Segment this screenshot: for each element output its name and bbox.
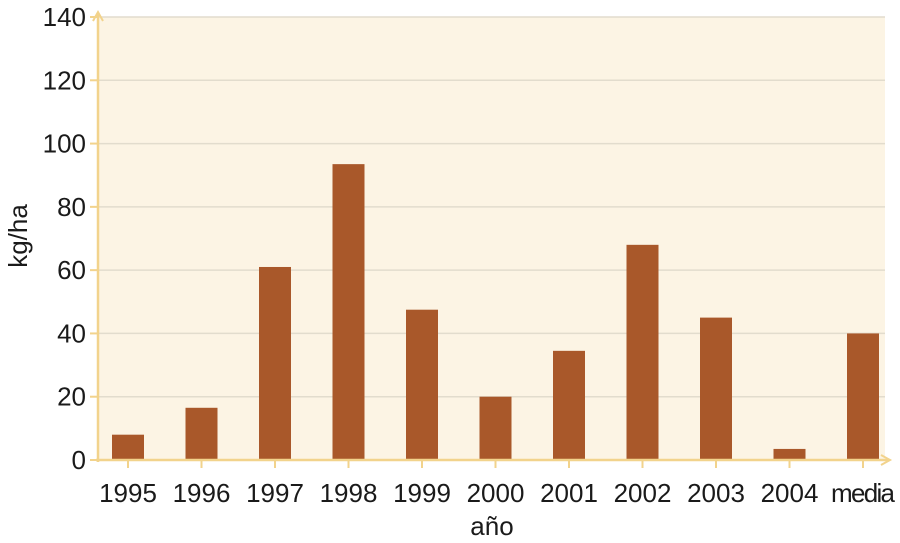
bar-2004 <box>773 448 806 460</box>
x-tick-label: 2002 <box>614 478 672 508</box>
gridlines <box>98 16 885 398</box>
bar-1997 <box>259 266 291 460</box>
x-tick-label: 2004 <box>761 478 819 508</box>
bar-1998 <box>332 164 365 460</box>
x-tick-label: 1996 <box>173 478 231 508</box>
y-tick-label: 0 <box>72 445 86 475</box>
bar-2001 <box>553 350 585 460</box>
bar-1996 <box>185 407 218 460</box>
bar-media <box>847 333 879 460</box>
bar-2002 <box>626 244 659 460</box>
x-tick-label: 1998 <box>320 478 378 508</box>
y-tick-label: 140 <box>43 2 86 32</box>
y-tick-label: 120 <box>43 65 86 95</box>
bar-1995 <box>112 434 144 460</box>
x-tick-label: media <box>831 478 896 508</box>
y-axis-title: kg/ha <box>3 204 33 268</box>
y-tick-label: 40 <box>57 318 86 348</box>
tick-labels: 0 20 40 60 80 100 120 140 1995 1996 1997 1998 1999 20… <box>43 2 896 508</box>
bar-2000 <box>479 396 512 460</box>
x-tick-label: 2000 <box>467 478 525 508</box>
y-tick-label: 20 <box>57 382 86 412</box>
x-tick-label: 1995 <box>99 478 157 508</box>
bar-2003 <box>700 317 732 460</box>
x-axis-title: año <box>470 511 513 541</box>
y-tick-label: 60 <box>57 255 86 285</box>
y-tick-label: 80 <box>57 192 86 222</box>
bars <box>112 164 879 460</box>
x-axis-arrow <box>880 454 893 466</box>
axes <box>90 9 893 468</box>
plot-area <box>98 17 885 460</box>
x-tick-label: 2001 <box>540 478 598 508</box>
y-tick-label: 100 <box>43 129 86 159</box>
x-tick-label: 1999 <box>393 478 451 508</box>
x-tick-label: 1997 <box>246 478 304 508</box>
bar-1999 <box>406 309 438 460</box>
x-tick-label: 2003 <box>687 478 745 508</box>
